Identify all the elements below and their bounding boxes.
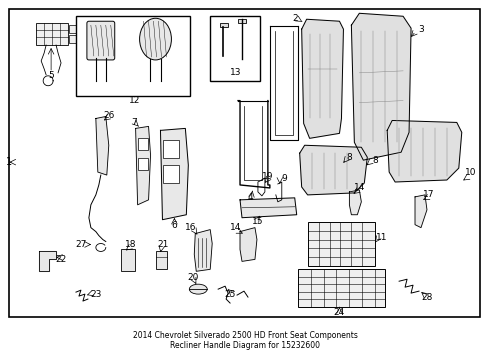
Bar bbox=[163, 165, 179, 183]
Text: 3: 3 bbox=[417, 25, 423, 34]
Ellipse shape bbox=[189, 284, 207, 294]
Text: 14: 14 bbox=[353, 184, 364, 193]
Polygon shape bbox=[135, 126, 150, 205]
Text: 4: 4 bbox=[246, 193, 252, 202]
Ellipse shape bbox=[139, 18, 171, 60]
Text: 25: 25 bbox=[224, 289, 235, 298]
Text: 2: 2 bbox=[291, 14, 297, 23]
Text: 11: 11 bbox=[375, 233, 386, 242]
Text: 13: 13 bbox=[230, 68, 241, 77]
Bar bbox=[210, 16, 260, 81]
Text: 17: 17 bbox=[422, 190, 434, 199]
Bar bbox=[36, 23, 68, 45]
Text: 1: 1 bbox=[6, 157, 13, 167]
Text: 14: 14 bbox=[230, 223, 241, 232]
Bar bbox=[76, 16, 190, 96]
Text: 7: 7 bbox=[130, 118, 136, 127]
Polygon shape bbox=[301, 19, 343, 138]
Bar bbox=[297, 269, 385, 307]
Text: 21: 21 bbox=[158, 240, 169, 249]
Polygon shape bbox=[39, 251, 56, 271]
Text: 27: 27 bbox=[75, 240, 86, 249]
Text: 18: 18 bbox=[124, 240, 136, 249]
Polygon shape bbox=[240, 228, 256, 261]
Bar bbox=[69, 35, 76, 43]
Polygon shape bbox=[351, 13, 410, 160]
Bar bbox=[121, 249, 134, 271]
Text: 6: 6 bbox=[171, 221, 177, 230]
Bar bbox=[137, 138, 147, 150]
Text: 5: 5 bbox=[48, 71, 54, 80]
Polygon shape bbox=[299, 145, 366, 195]
Text: 23: 23 bbox=[90, 289, 102, 298]
Text: 2014 Chevrolet Silverado 2500 HD Front Seat Components
Recliner Handle Diagram f: 2014 Chevrolet Silverado 2500 HD Front S… bbox=[132, 331, 357, 350]
Text: 12: 12 bbox=[129, 96, 140, 105]
Polygon shape bbox=[349, 190, 361, 215]
Polygon shape bbox=[96, 117, 108, 175]
Text: 19: 19 bbox=[262, 171, 273, 180]
Text: 20: 20 bbox=[187, 273, 199, 282]
Bar bbox=[69, 25, 76, 33]
FancyBboxPatch shape bbox=[87, 21, 115, 60]
Polygon shape bbox=[386, 121, 461, 182]
Bar bbox=[238, 19, 245, 23]
Text: 10: 10 bbox=[464, 167, 475, 176]
Text: 22: 22 bbox=[55, 255, 66, 264]
Bar bbox=[137, 158, 147, 170]
Text: 24: 24 bbox=[333, 309, 345, 318]
Polygon shape bbox=[240, 198, 296, 218]
Bar bbox=[220, 23, 227, 27]
Text: 8: 8 bbox=[346, 153, 351, 162]
Polygon shape bbox=[414, 195, 426, 228]
Polygon shape bbox=[160, 129, 188, 220]
Bar bbox=[155, 251, 167, 269]
Text: 28: 28 bbox=[420, 293, 432, 302]
Bar bbox=[307, 222, 374, 266]
Bar bbox=[9, 9, 479, 317]
Text: 15: 15 bbox=[252, 217, 263, 226]
Text: 8: 8 bbox=[372, 156, 377, 165]
Polygon shape bbox=[194, 230, 212, 271]
Bar bbox=[163, 140, 179, 158]
Text: 26: 26 bbox=[103, 111, 114, 120]
Text: 16: 16 bbox=[184, 223, 196, 232]
Text: 9: 9 bbox=[280, 174, 286, 183]
